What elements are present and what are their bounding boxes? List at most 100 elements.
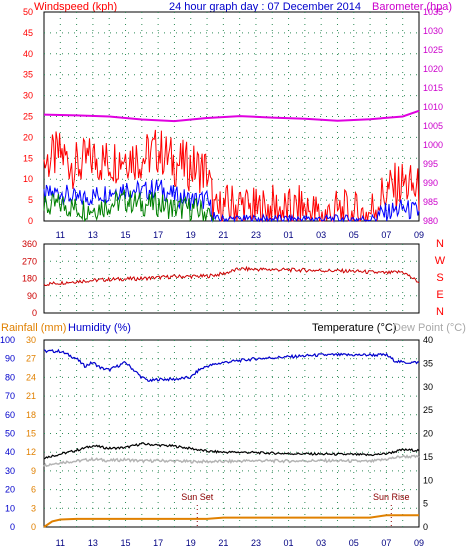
temperature-tick-label: 40 bbox=[423, 335, 433, 345]
wind-panel-x-tick-label: 13 bbox=[88, 230, 98, 240]
wind-direction-series-line bbox=[43, 265, 420, 286]
direction-tick-label: 90 bbox=[27, 291, 37, 301]
humidity-tick-label: 50 bbox=[5, 429, 15, 439]
humidity-tick-label: 100 bbox=[0, 335, 15, 345]
wind-series-line bbox=[43, 189, 215, 223]
windspeed-tick-label: 10 bbox=[23, 174, 33, 184]
humidity-tick-label: 10 bbox=[5, 503, 15, 513]
humidity-tick-label: 90 bbox=[5, 354, 15, 364]
humidity-panel-x-tick-label: 09 bbox=[414, 538, 424, 548]
barometer-tick-label: 1010 bbox=[423, 102, 443, 112]
sunrise-label: Sun Rise bbox=[373, 492, 410, 502]
temperature-tick-label: 20 bbox=[423, 429, 433, 439]
barometer-tick-label: 995 bbox=[423, 159, 438, 169]
barometer-tick-label: 1025 bbox=[423, 45, 443, 55]
rainfall-tick-label: 24 bbox=[26, 372, 36, 382]
rainfall-tick-label: 3 bbox=[31, 503, 36, 513]
humidity-title: Humidity (%) bbox=[68, 322, 131, 334]
wind-panel-x-tick-label: 09 bbox=[414, 230, 424, 240]
wind-panel-x-tick-label: 23 bbox=[251, 230, 261, 240]
temperature-series-line bbox=[43, 442, 420, 460]
windspeed-tick-label: 40 bbox=[23, 49, 33, 59]
direction-tick-label: 270 bbox=[22, 256, 37, 266]
humidity-panel-x-tick-label: 13 bbox=[88, 538, 98, 548]
compass-label: W bbox=[435, 255, 446, 267]
wind-panel-x-tick-label: 03 bbox=[316, 230, 326, 240]
barometer-tick-label: 1000 bbox=[423, 140, 443, 150]
humidity-panel-x-tick-label: 01 bbox=[284, 538, 294, 548]
rainfall-title: Rainfall (mm) bbox=[1, 322, 66, 334]
barometer-title: Barometer (hpa) bbox=[372, 1, 452, 13]
rainfall-tick-label: 0 bbox=[31, 522, 36, 532]
temperature-title: Temperature (°C) bbox=[312, 322, 396, 334]
rainfall-tick-label: 21 bbox=[26, 391, 36, 401]
humidity-tick-label: 30 bbox=[5, 466, 15, 476]
barometer-tick-label: 1015 bbox=[423, 83, 443, 93]
temperature-tick-label: 10 bbox=[423, 475, 433, 485]
axes-layer: 0510152025303540455098098599099510001005… bbox=[0, 7, 446, 548]
windspeed-tick-label: 45 bbox=[23, 28, 33, 38]
wind-panel-x-tick-label: 05 bbox=[349, 230, 359, 240]
sunset-label: Sun Set bbox=[181, 492, 214, 502]
windspeed-tick-label: 35 bbox=[23, 70, 33, 80]
humidity-tick-label: 0 bbox=[10, 522, 15, 532]
humidity-panel-x-tick-label: 11 bbox=[56, 538, 65, 548]
humidity-panel-x-tick-label: 15 bbox=[121, 538, 131, 548]
humidity-series-line bbox=[43, 348, 420, 383]
wind-panel-x-tick-label: 01 bbox=[284, 230, 294, 240]
temperature-tick-label: 30 bbox=[423, 382, 433, 392]
rainfall-tick-label: 12 bbox=[26, 447, 36, 457]
windspeed-tick-label: 0 bbox=[28, 216, 33, 226]
temperature-tick-label: 25 bbox=[423, 405, 433, 415]
temperature-tick-label: 15 bbox=[423, 452, 433, 462]
graph-day-title: 24 hour graph day : 07 December 2014 bbox=[169, 1, 361, 13]
rainfall-series-line bbox=[43, 514, 419, 528]
barometer-tick-label: 1005 bbox=[423, 121, 443, 131]
barometer-tick-label: 985 bbox=[423, 197, 438, 207]
windspeed-tick-label: 25 bbox=[23, 112, 33, 122]
series-layer bbox=[43, 109, 420, 528]
humidity-panel-x-tick-label: 23 bbox=[251, 538, 261, 548]
humidity-tick-label: 40 bbox=[5, 447, 15, 457]
rainfall-tick-label: 9 bbox=[31, 466, 36, 476]
average-speed-series-line bbox=[43, 179, 420, 223]
temperature-tick-label: 5 bbox=[423, 499, 428, 509]
windspeed-tick-label: 20 bbox=[23, 132, 33, 142]
direction-tick-label: 360 bbox=[22, 239, 37, 249]
humidity-panel-x-tick-label: 21 bbox=[218, 538, 228, 548]
rainfall-tick-label: 30 bbox=[26, 335, 36, 345]
rainfall-tick-label: 15 bbox=[26, 429, 36, 439]
direction-tick-label: 0 bbox=[32, 308, 37, 318]
humidity-tick-label: 60 bbox=[5, 410, 15, 420]
dewpoint-series-line bbox=[43, 454, 420, 468]
barometer-tick-label: 1020 bbox=[423, 64, 443, 74]
windspeed-tick-label: 15 bbox=[23, 153, 33, 163]
gust-series-line bbox=[43, 129, 420, 223]
rainfall-tick-label: 27 bbox=[26, 354, 36, 364]
humidity-panel-x-tick-label: 07 bbox=[381, 538, 391, 548]
temperature-tick-label: 0 bbox=[423, 522, 428, 532]
windspeed-tick-label: 5 bbox=[28, 195, 33, 205]
compass-label: S bbox=[436, 272, 443, 284]
humidity-panel-x-tick-label: 19 bbox=[186, 538, 196, 548]
compass-label: N bbox=[436, 238, 444, 250]
temperature-tick-label: 35 bbox=[423, 358, 433, 368]
humidity-panel-x-tick-label: 03 bbox=[316, 538, 326, 548]
wind-panel-x-tick-label: 17 bbox=[153, 230, 163, 240]
windspeed-tick-label: 50 bbox=[23, 7, 33, 17]
humidity-panel-x-tick-label: 17 bbox=[153, 538, 163, 548]
rainfall-tick-label: 18 bbox=[26, 410, 36, 420]
humidity-tick-label: 70 bbox=[5, 391, 15, 401]
barometer-tick-label: 990 bbox=[423, 178, 438, 188]
humidity-tick-label: 20 bbox=[5, 485, 15, 495]
barometer-tick-label: 1035 bbox=[423, 7, 443, 17]
windspeed-title: Windspeed (kph) bbox=[34, 1, 117, 13]
compass-label: N bbox=[436, 306, 444, 318]
direction-tick-label: 180 bbox=[22, 274, 37, 284]
humidity-panel-x-tick-label: 05 bbox=[349, 538, 359, 548]
grid-layer bbox=[43, 11, 420, 528]
wind-panel-x-tick-label: 21 bbox=[218, 230, 228, 240]
dewpoint-title: Dew Point (°C) bbox=[393, 322, 466, 334]
wind-panel-x-tick-label: 11 bbox=[56, 230, 65, 240]
